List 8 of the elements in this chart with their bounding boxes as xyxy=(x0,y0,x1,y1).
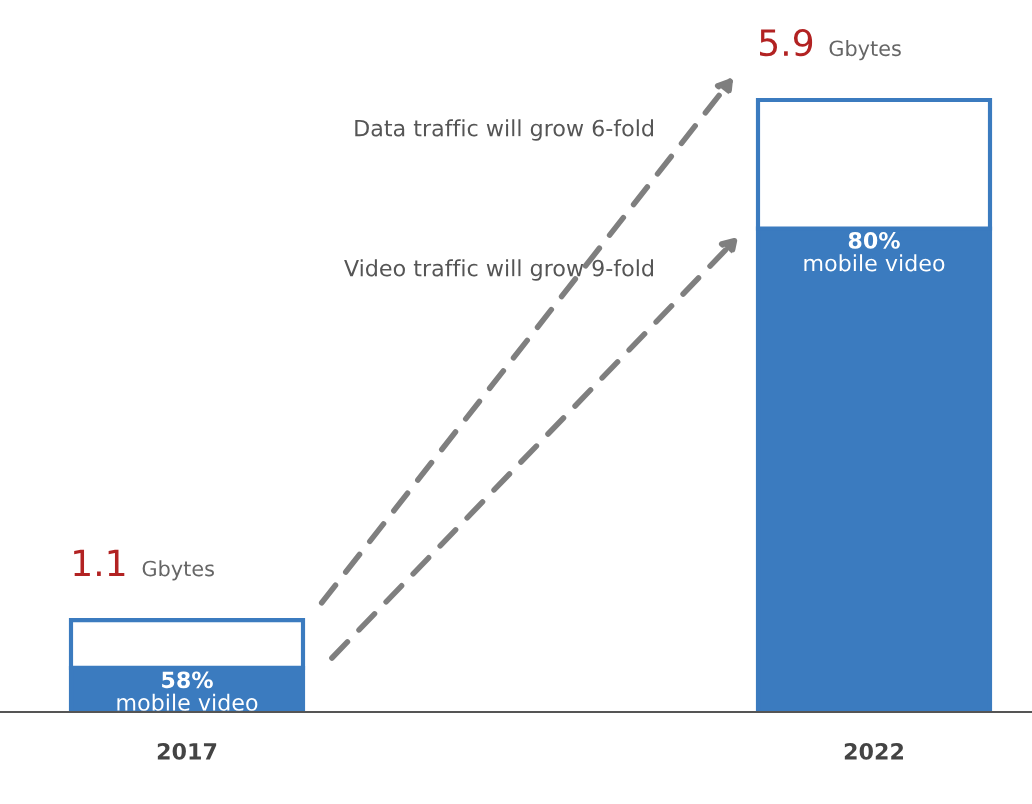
x-tick-label: 2022 xyxy=(844,742,903,760)
annotation: 80% mobile video xyxy=(804,231,945,272)
annotation: 58% mobile video xyxy=(117,671,258,711)
annotation: 5.9 Gbytes xyxy=(760,28,901,61)
x-tick-label: 2017 xyxy=(157,742,217,760)
annotation: Data traffic will grow 6-fold xyxy=(355,119,653,141)
annotation: Video traffic will grow 9-fold xyxy=(344,259,653,281)
annotation: 1.1 Gbytes xyxy=(74,549,214,581)
